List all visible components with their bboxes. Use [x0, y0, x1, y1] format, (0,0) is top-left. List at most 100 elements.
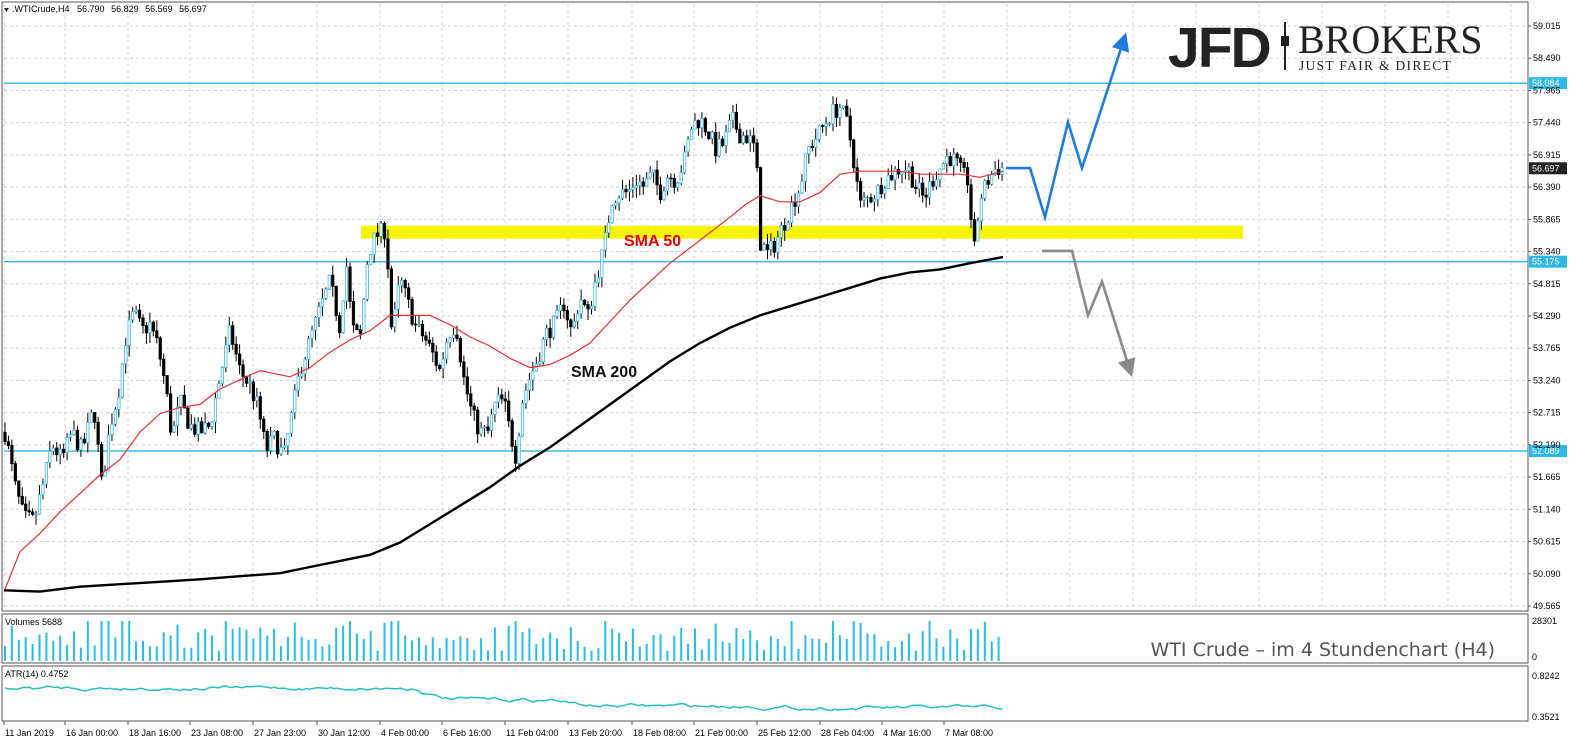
price-tick-label: 59.015 [1533, 21, 1561, 31]
volume-bar [749, 630, 752, 661]
level-price-tag [1529, 255, 1567, 268]
atr-label: ATR(14) 0.4752 [5, 669, 68, 679]
candle-bear [890, 174, 894, 181]
candle-bear [27, 510, 31, 513]
volume-bar [645, 643, 648, 661]
candle-bull [41, 483, 45, 496]
volume-bar [355, 633, 358, 661]
candle-bear [200, 421, 204, 434]
candle-bear [507, 400, 511, 422]
candle-bear [3, 431, 7, 442]
candle-bear [745, 135, 749, 144]
time-tick-label: 13 Feb 20:00 [569, 728, 622, 738]
time-tick-label: 18 Jan 16:00 [129, 728, 181, 738]
current-price-tag [1529, 162, 1567, 175]
candle-bull [689, 128, 694, 140]
candle-bear [469, 393, 473, 407]
candle-bear [738, 128, 742, 144]
volume-bar [832, 621, 834, 661]
candle-bull [493, 401, 497, 415]
volume-bar [880, 646, 883, 661]
volume-bar [148, 646, 151, 661]
candle-bull [814, 138, 818, 148]
volume-bar [362, 639, 365, 661]
volume-bar [611, 628, 614, 661]
candle-bull [120, 363, 124, 398]
volume-bar [438, 648, 441, 661]
price-tick-label: 57.440 [1533, 118, 1561, 128]
candle-bull [417, 323, 421, 326]
candle-bear [821, 125, 825, 127]
volume-bar [928, 621, 931, 661]
candle-bull [838, 107, 842, 118]
candle-bear [438, 364, 442, 370]
candle-bear [251, 381, 255, 401]
candle-bear [168, 393, 173, 433]
candle-bull [779, 225, 783, 238]
symbol-header: .WTICrude,H4 56.790 56.829 56.569 56.697 [12, 4, 207, 14]
candle-bull [600, 249, 604, 278]
volume-bar [597, 647, 600, 661]
candle-bull [451, 334, 456, 339]
price-tick-label: 55.865 [1533, 214, 1561, 224]
candle-bull [862, 197, 866, 201]
candle-bull [203, 422, 207, 434]
candle-bear [165, 375, 169, 395]
volume-bar [93, 645, 96, 661]
candle-bull [72, 429, 76, 435]
candle-bear [17, 480, 21, 497]
volume-bar [542, 637, 545, 661]
candle-bull [631, 187, 635, 190]
candle-bear [869, 197, 873, 203]
price-tick-label: 57.965 [1533, 85, 1561, 95]
volume-bar [942, 646, 945, 661]
candle-bull [686, 138, 690, 153]
candle-bull [110, 423, 114, 436]
candle-bull [893, 168, 897, 181]
bearish-scenario-arrow [1042, 249, 1136, 378]
volume-bar [114, 637, 117, 661]
level-price-label: 52.089 [1532, 446, 1560, 456]
volume-bar [873, 634, 876, 661]
volume-bar [280, 645, 282, 661]
candle-bull [876, 184, 880, 200]
candle-bull [589, 305, 594, 310]
volume-bar [652, 634, 655, 661]
candle-bear [237, 353, 242, 366]
collapse-triangle-icon[interactable] [4, 8, 9, 12]
candle-bear [338, 315, 342, 334]
candle-bull [710, 131, 714, 139]
candle-bear [969, 184, 973, 220]
candle-bull [627, 189, 632, 193]
candle-bear [514, 445, 518, 464]
candle-bull [700, 118, 704, 129]
volume-bar [142, 640, 144, 661]
volume-bar [963, 650, 966, 661]
candle-bull [762, 244, 766, 251]
price-tick-label: 53.240 [1533, 375, 1561, 385]
volume-bar [17, 639, 20, 661]
candle-bull [614, 202, 618, 206]
volume-bar [349, 621, 351, 661]
candle-bull [286, 432, 290, 447]
candle-bull [396, 284, 400, 310]
candle-bear [382, 223, 387, 240]
atr-axis-max: 0.8242 [1532, 671, 1560, 681]
candle-bull [555, 309, 559, 317]
candle-bear [96, 421, 100, 445]
sma50-line [3, 170, 1004, 592]
candle-bull [979, 197, 983, 222]
candle-bull [748, 135, 752, 144]
volume-bar [376, 650, 379, 661]
candle-bear [752, 135, 756, 144]
candle-bull [841, 105, 845, 109]
candle-bear [355, 324, 359, 331]
candle-bear [783, 225, 787, 231]
candle-bull [248, 381, 252, 384]
volume-bar [680, 627, 683, 661]
atr-line [4, 685, 1003, 712]
support-zone [361, 225, 1243, 239]
candle-bull [786, 222, 790, 231]
candle-bull [976, 220, 980, 242]
sma200-label: SMA 200 [571, 364, 637, 381]
